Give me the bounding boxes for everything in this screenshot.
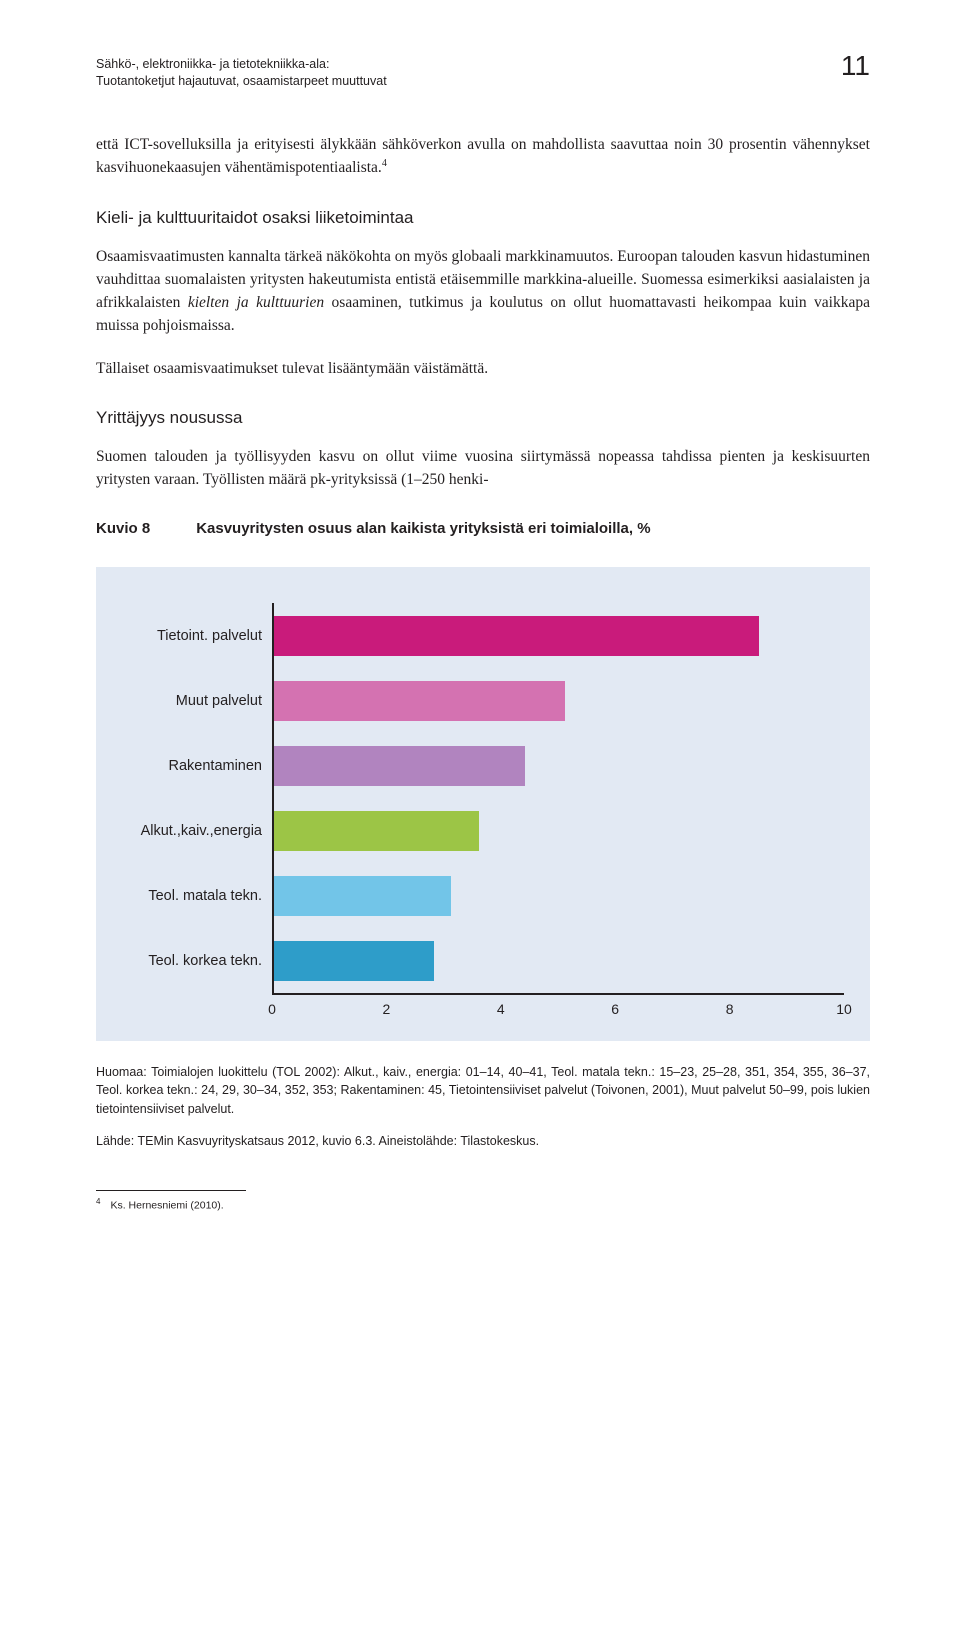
chart-y-labels: Tietoint. palvelutMuut palvelutRakentami… bbox=[122, 603, 272, 993]
bar-label: Teol. matala tekn. bbox=[122, 863, 272, 928]
para-3: Tällaiset osaamisvaatimukset tulevat lis… bbox=[96, 358, 870, 381]
bar bbox=[274, 681, 565, 721]
x-tick: 10 bbox=[836, 1001, 852, 1017]
section-head-2: Yrittäjyys nousussa bbox=[96, 408, 870, 428]
rh-line1: Sähkö-, elektroniikka- ja tietotekniikka… bbox=[96, 57, 329, 71]
para-1-sup: 4 bbox=[382, 158, 387, 169]
para-1a: että ICT-sovelluksilla ja erityisesti äl… bbox=[96, 136, 870, 176]
chart-note: Huomaa: Toimialojen luokittelu (TOL 2002… bbox=[96, 1063, 870, 1117]
footnote-num: 4 bbox=[96, 1197, 100, 1206]
chart-bars-area bbox=[272, 603, 844, 993]
x-tick: 2 bbox=[382, 1001, 390, 1017]
running-head: Sähkö-, elektroniikka- ja tietotekniikka… bbox=[96, 56, 870, 90]
bar-row bbox=[274, 668, 844, 733]
bar bbox=[274, 941, 434, 981]
para-2: Osaamisvaatimusten kannalta tärkeä näkök… bbox=[96, 246, 870, 338]
bar bbox=[274, 616, 759, 656]
bar-row bbox=[274, 798, 844, 863]
page-number: 11 bbox=[841, 52, 870, 80]
para-4: Suomen talouden ja työllisyyden kasvu on… bbox=[96, 446, 870, 492]
figure-title: Kasvuyritysten osuus alan kaikista yrity… bbox=[196, 520, 650, 537]
para-1: että ICT-sovelluksilla ja erityisesti äl… bbox=[96, 134, 870, 180]
bar bbox=[274, 746, 525, 786]
bar-label: Tietoint. palvelut bbox=[122, 603, 272, 668]
bar-label: Rakentaminen bbox=[122, 733, 272, 798]
bar-label: Alkut.,kaiv.,energia bbox=[122, 798, 272, 863]
x-tick: 0 bbox=[268, 1001, 276, 1017]
footnote-rule bbox=[96, 1190, 246, 1191]
section-head-1: Kieli- ja kulttuuritaidot osaksi liiketo… bbox=[96, 208, 870, 228]
bar-row bbox=[274, 733, 844, 798]
bar bbox=[274, 811, 479, 851]
x-tick: 8 bbox=[726, 1001, 734, 1017]
running-head-text: Sähkö-, elektroniikka- ja tietotekniikka… bbox=[96, 56, 387, 90]
footnote-text: Ks. Hernesniemi (2010). bbox=[110, 1199, 223, 1211]
chart-source: Lähde: TEMin Kasvuyrityskatsaus 2012, ku… bbox=[96, 1132, 870, 1150]
figure-label: Kuvio 8 bbox=[96, 520, 150, 537]
bar-label: Muut palvelut bbox=[122, 668, 272, 733]
chart: Tietoint. palvelutMuut palvelutRakentami… bbox=[96, 567, 870, 1041]
bar-label: Teol. korkea tekn. bbox=[122, 928, 272, 993]
chart-plot: Tietoint. palvelutMuut palvelutRakentami… bbox=[122, 603, 844, 993]
footnote: 4 Ks. Hernesniemi (2010). bbox=[96, 1197, 870, 1212]
para-2-ital: kielten ja kulttuurien bbox=[188, 294, 324, 311]
x-tick: 4 bbox=[497, 1001, 505, 1017]
rh-line2: Tuotantoketjut hajautuvat, osaamistarpee… bbox=[96, 74, 387, 88]
figure-caption: Kuvio 8 Kasvuyritysten osuus alan kaikis… bbox=[96, 520, 870, 537]
x-tick: 6 bbox=[611, 1001, 619, 1017]
bar-row bbox=[274, 928, 844, 993]
bar-row bbox=[274, 863, 844, 928]
page: Sähkö-, elektroniikka- ja tietotekniikka… bbox=[0, 0, 960, 1259]
bar bbox=[274, 876, 451, 916]
bar-row bbox=[274, 603, 844, 668]
chart-x-ticks: 0246810 bbox=[272, 995, 844, 1023]
